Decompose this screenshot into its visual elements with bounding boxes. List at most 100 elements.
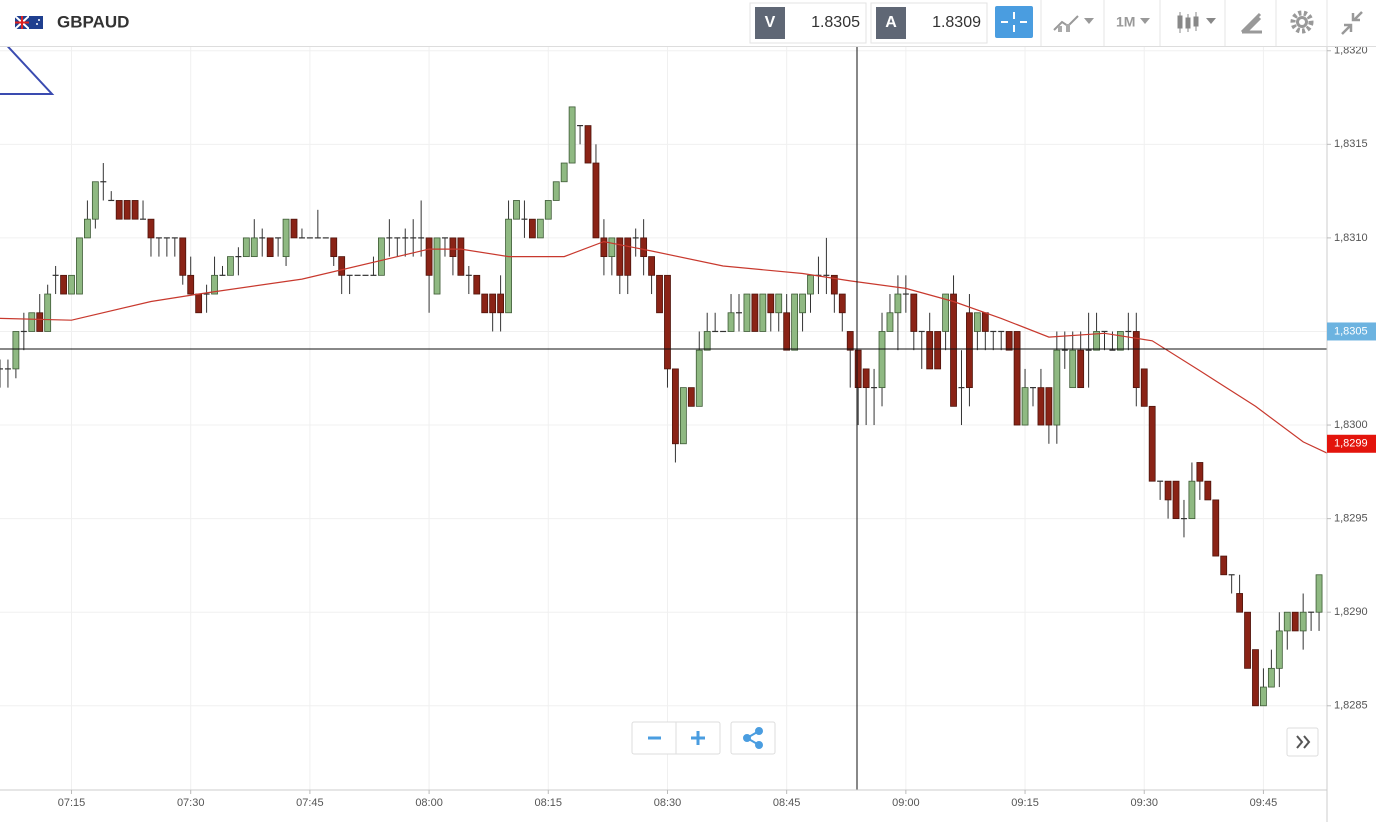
candle-body <box>330 237 338 258</box>
y-tick-label: 1,8310 <box>1334 232 1368 244</box>
candle-body <box>1260 686 1267 707</box>
candle-body <box>370 274 377 276</box>
candle-body <box>544 200 552 220</box>
candle-body <box>902 293 909 295</box>
candle-body <box>608 237 616 258</box>
candle-body <box>123 200 131 220</box>
candle-body <box>1188 480 1196 520</box>
candle-body <box>1291 611 1299 632</box>
candle-body <box>378 237 385 276</box>
x-tick-label: 09:30 <box>1130 797 1158 809</box>
candle-body <box>465 274 472 276</box>
candle-body <box>918 330 925 333</box>
candle-body <box>1029 387 1036 389</box>
toolbar: GBPAUD V 1.8305 A 1.8309 1M <box>0 0 1376 47</box>
candle-body <box>672 368 679 445</box>
zoom-controls <box>631 721 1319 757</box>
candle-body <box>958 387 965 389</box>
candle-body <box>712 330 719 333</box>
candle-body <box>1236 593 1243 613</box>
candle-body <box>695 349 703 407</box>
price-marker <box>1327 322 1376 341</box>
candle-body <box>783 312 791 351</box>
x-tick-label: 08:45 <box>773 797 801 809</box>
candle-body <box>171 237 178 239</box>
candle-body <box>950 293 957 407</box>
candle-body <box>1045 387 1053 426</box>
candle-body <box>242 237 250 258</box>
plot <box>0 106 1327 707</box>
candle-body <box>830 274 838 295</box>
settings-button[interactable] <box>1290 10 1314 34</box>
drawn-triangle <box>0 37 55 95</box>
toolbar-bg <box>0 0 1376 46</box>
candle-body <box>560 162 568 183</box>
candle-body <box>410 237 417 239</box>
candle-body <box>362 274 369 276</box>
candle-body <box>934 331 942 370</box>
candle-body <box>1299 611 1307 632</box>
candle-body <box>799 293 806 314</box>
indicator-button[interactable] <box>1053 15 1094 32</box>
candle-body <box>1252 649 1259 707</box>
candle-body <box>973 312 981 332</box>
candle-body <box>1196 462 1204 482</box>
candle-body <box>290 218 298 239</box>
chart-type-button[interactable] <box>1177 12 1216 33</box>
x-tick-label: 08:00 <box>415 797 443 809</box>
candle-body <box>1220 555 1228 576</box>
candle-body <box>1085 349 1092 351</box>
y-tick-label: 1,8285 <box>1334 700 1368 712</box>
candle-body <box>735 312 742 314</box>
ask-label: A <box>885 14 897 31</box>
candle-body <box>1172 480 1180 520</box>
moving-average <box>0 240 1327 454</box>
candle-body <box>108 199 115 202</box>
symbol: GBPAUD <box>57 12 129 31</box>
candle-body <box>998 330 1005 333</box>
x-tick-label: 07:30 <box>177 797 205 809</box>
candle-body <box>1157 480 1164 482</box>
candle-body <box>862 368 870 389</box>
candle-body <box>886 312 894 332</box>
crosshair-button[interactable] <box>995 6 1033 38</box>
candle-body <box>449 237 457 258</box>
candle-body <box>140 218 147 220</box>
candle-body <box>91 181 99 220</box>
bid-badge <box>755 7 785 39</box>
candle-body <box>878 331 886 389</box>
timeframe[interactable]: 1M <box>1116 14 1135 30</box>
candle-body <box>823 274 830 276</box>
candle-body <box>815 274 822 276</box>
candle-body <box>1117 331 1124 351</box>
price-marker-label: 1,8305 <box>1334 325 1368 337</box>
x-tick-label: 09:00 <box>892 797 920 809</box>
x-tick-label: 09:15 <box>1011 797 1039 809</box>
candle-body <box>402 237 409 239</box>
candle-body <box>624 237 632 276</box>
zoom-in[interactable] <box>691 731 705 745</box>
candle-body <box>791 293 799 351</box>
candle-body <box>179 237 187 276</box>
candle-body <box>528 218 536 239</box>
minimize-button[interactable] <box>1341 11 1363 35</box>
candle-body <box>346 274 353 276</box>
drawing-button[interactable] <box>1240 12 1262 34</box>
price-marker <box>1327 434 1376 453</box>
candle-body <box>1093 331 1100 351</box>
candle-body <box>854 349 862 389</box>
bid-label: V <box>765 14 776 31</box>
share-button[interactable] <box>730 721 776 755</box>
candle-body <box>632 237 639 239</box>
candle-body <box>28 312 36 332</box>
candle-body <box>1308 611 1315 613</box>
candle-body <box>1212 499 1220 557</box>
price-marker-label: 1,8299 <box>1334 438 1368 450</box>
candle-body <box>250 237 258 258</box>
candle-body <box>155 237 162 239</box>
candle-body <box>227 256 234 276</box>
grid <box>0 47 1327 790</box>
candle-body <box>354 274 361 276</box>
candle-body <box>20 330 27 333</box>
